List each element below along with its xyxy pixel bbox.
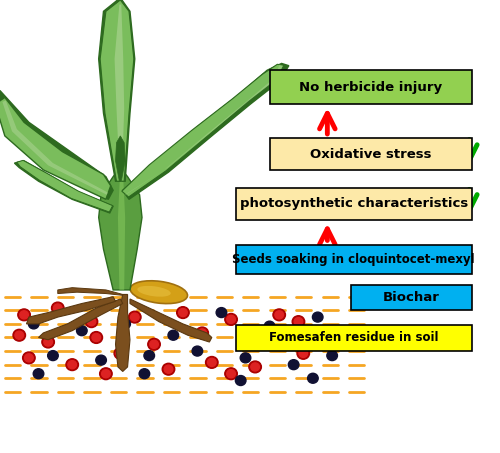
Polygon shape [0,91,113,199]
Circle shape [85,316,98,328]
Polygon shape [26,297,116,324]
Circle shape [312,312,323,322]
Circle shape [48,351,58,361]
Circle shape [28,319,39,329]
Circle shape [178,308,188,317]
Circle shape [225,313,237,325]
Circle shape [275,311,283,319]
Polygon shape [58,288,123,295]
Circle shape [297,347,310,359]
Polygon shape [38,299,123,340]
FancyBboxPatch shape [236,325,472,351]
Circle shape [33,369,44,379]
Circle shape [198,329,206,337]
Polygon shape [116,136,125,181]
Circle shape [308,373,318,383]
Circle shape [150,340,158,348]
Text: No herbicide injury: No herbicide injury [299,81,442,94]
Circle shape [22,352,35,364]
Circle shape [144,351,154,361]
Circle shape [100,368,112,380]
Circle shape [292,316,304,328]
Polygon shape [100,0,134,181]
Circle shape [176,307,189,318]
FancyBboxPatch shape [352,285,472,310]
Circle shape [15,331,24,339]
Polygon shape [122,64,284,197]
Polygon shape [0,97,110,199]
Circle shape [96,355,106,365]
Circle shape [87,318,96,326]
Circle shape [139,369,149,379]
Circle shape [249,361,262,373]
Circle shape [24,354,33,362]
Circle shape [128,311,141,323]
Circle shape [264,321,275,331]
Circle shape [164,365,173,373]
FancyBboxPatch shape [270,70,471,104]
Circle shape [236,376,246,386]
Circle shape [216,308,226,318]
Circle shape [92,333,100,342]
Circle shape [20,311,28,319]
Circle shape [114,347,126,359]
Circle shape [225,368,237,380]
Circle shape [332,331,342,339]
Circle shape [251,363,260,371]
Circle shape [68,361,76,369]
Circle shape [196,327,208,339]
Ellipse shape [138,286,170,297]
Text: Fomesafen residue in soil: Fomesafen residue in soil [269,332,438,344]
Circle shape [240,353,251,363]
Circle shape [226,315,235,323]
Circle shape [168,330,178,340]
Polygon shape [98,168,142,290]
Circle shape [148,338,160,350]
Circle shape [299,349,308,357]
Polygon shape [118,168,125,290]
Ellipse shape [130,281,188,304]
Circle shape [90,332,102,343]
Circle shape [66,359,78,371]
Circle shape [116,349,124,357]
Polygon shape [116,294,130,371]
Circle shape [42,336,54,348]
Circle shape [226,370,235,378]
Polygon shape [2,101,108,195]
Polygon shape [98,0,135,181]
Circle shape [13,329,26,341]
Text: Biochar: Biochar [383,291,440,304]
FancyBboxPatch shape [270,138,471,170]
Circle shape [76,326,87,336]
Circle shape [327,351,338,361]
Circle shape [162,363,174,375]
Text: photosynthetic characteristics: photosynthetic characteristics [240,198,468,210]
Circle shape [130,313,139,321]
Polygon shape [114,5,124,181]
Circle shape [120,319,130,329]
Circle shape [208,358,216,366]
Polygon shape [123,63,289,199]
Circle shape [260,333,269,342]
Circle shape [102,370,110,378]
Polygon shape [124,65,282,196]
Polygon shape [14,161,113,213]
Polygon shape [17,160,112,212]
Circle shape [288,360,299,370]
Circle shape [294,318,303,326]
Text: Oxidative stress: Oxidative stress [310,148,432,160]
Circle shape [192,346,202,356]
Circle shape [18,309,30,321]
FancyBboxPatch shape [236,245,472,274]
Circle shape [206,357,218,368]
Circle shape [44,338,52,346]
Circle shape [52,302,64,314]
Circle shape [273,309,285,321]
FancyBboxPatch shape [236,188,472,220]
Circle shape [54,304,62,312]
Circle shape [330,329,343,341]
Polygon shape [130,299,212,342]
Text: Seeds soaking in cloquintocet-mexyl: Seeds soaking in cloquintocet-mexyl [232,253,475,266]
Circle shape [258,332,271,343]
